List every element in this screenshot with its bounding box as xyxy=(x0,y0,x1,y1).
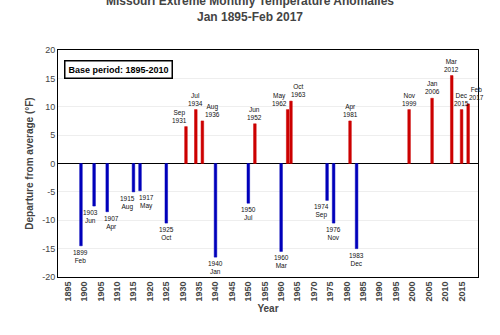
svg-text:1905: 1905 xyxy=(96,282,106,302)
svg-text:1960Mar: 1960Mar xyxy=(274,254,289,269)
svg-text:1945: 1945 xyxy=(227,282,237,302)
svg-text:1900: 1900 xyxy=(79,282,89,302)
svg-text:1974Sep: 1974Sep xyxy=(314,203,329,219)
svg-text:Feb2017: Feb2017 xyxy=(469,86,484,101)
svg-text:Oct1963: Oct1963 xyxy=(291,83,306,98)
svg-text:1910: 1910 xyxy=(112,282,122,302)
svg-text:1917May: 1917May xyxy=(139,194,154,210)
svg-text:1899Feb: 1899Feb xyxy=(73,249,88,264)
svg-text:2000: 2000 xyxy=(407,282,417,302)
svg-text:Base period: 1895-2010: Base period: 1895-2010 xyxy=(69,65,169,75)
svg-text:May1962: May1962 xyxy=(272,92,287,107)
svg-text:1925: 1925 xyxy=(161,282,171,302)
svg-text:2005: 2005 xyxy=(424,282,434,302)
svg-text:1895: 1895 xyxy=(63,282,73,302)
svg-text:Jul1934: Jul1934 xyxy=(188,92,203,107)
svg-text:1980: 1980 xyxy=(342,282,352,302)
svg-text:1940: 1940 xyxy=(210,282,220,302)
svg-text:1960: 1960 xyxy=(276,282,286,302)
svg-text:1915: 1915 xyxy=(128,282,138,302)
svg-text:1976Nov: 1976Nov xyxy=(326,226,341,241)
svg-text:2015: 2015 xyxy=(457,282,467,302)
svg-text:5: 5 xyxy=(50,130,55,140)
svg-text:1903Jun: 1903Jun xyxy=(83,209,98,224)
svg-text:-15: -15 xyxy=(42,244,55,254)
svg-text:-5: -5 xyxy=(47,187,55,197)
svg-text:1965: 1965 xyxy=(292,282,302,302)
svg-text:1915Aug: 1915Aug xyxy=(120,195,135,211)
svg-text:Sep1931: Sep1931 xyxy=(172,109,187,124)
svg-text:0: 0 xyxy=(50,159,55,169)
svg-text:2010: 2010 xyxy=(440,282,450,302)
svg-text:1920: 1920 xyxy=(145,282,155,302)
svg-text:1970: 1970 xyxy=(309,282,319,302)
svg-text:Aug1936: Aug1936 xyxy=(205,103,220,118)
svg-text:1983Dec: 1983Dec xyxy=(349,252,364,267)
svg-text:1975: 1975 xyxy=(325,282,335,302)
svg-text:1935: 1935 xyxy=(194,282,204,302)
svg-text:Year: Year xyxy=(257,303,278,314)
svg-text:Dec2015: Dec2015 xyxy=(454,92,469,107)
svg-text:-20: -20 xyxy=(42,272,55,282)
svg-text:Nov1999: Nov1999 xyxy=(402,92,417,107)
svg-text:10: 10 xyxy=(45,102,55,112)
svg-text:1985: 1985 xyxy=(358,282,368,302)
svg-text:Departure from average (°F): Departure from average (°F) xyxy=(24,97,35,229)
svg-text:1930: 1930 xyxy=(178,282,188,302)
svg-text:1950Jul: 1950Jul xyxy=(241,206,256,221)
svg-text:15: 15 xyxy=(45,74,55,84)
svg-text:1940Jan: 1940Jan xyxy=(208,260,223,275)
svg-text:Apr1981: Apr1981 xyxy=(343,103,358,118)
svg-text:-10: -10 xyxy=(42,215,55,225)
svg-text:1995: 1995 xyxy=(391,282,401,302)
svg-text:1925Oct: 1925Oct xyxy=(159,226,174,241)
svg-text:20: 20 xyxy=(45,45,55,55)
svg-text:Missouri Extreme Monthly Tempe: Missouri Extreme Monthly Temperature Ano… xyxy=(106,0,394,24)
svg-text:1950: 1950 xyxy=(243,282,253,302)
svg-text:Jun1952: Jun1952 xyxy=(247,106,262,121)
svg-text:Mar2012: Mar2012 xyxy=(444,58,459,73)
svg-text:1990: 1990 xyxy=(374,282,384,302)
svg-text:Jan2006: Jan2006 xyxy=(425,80,440,95)
svg-text:1955: 1955 xyxy=(260,282,270,302)
svg-text:1907Apr: 1907Apr xyxy=(104,215,119,231)
